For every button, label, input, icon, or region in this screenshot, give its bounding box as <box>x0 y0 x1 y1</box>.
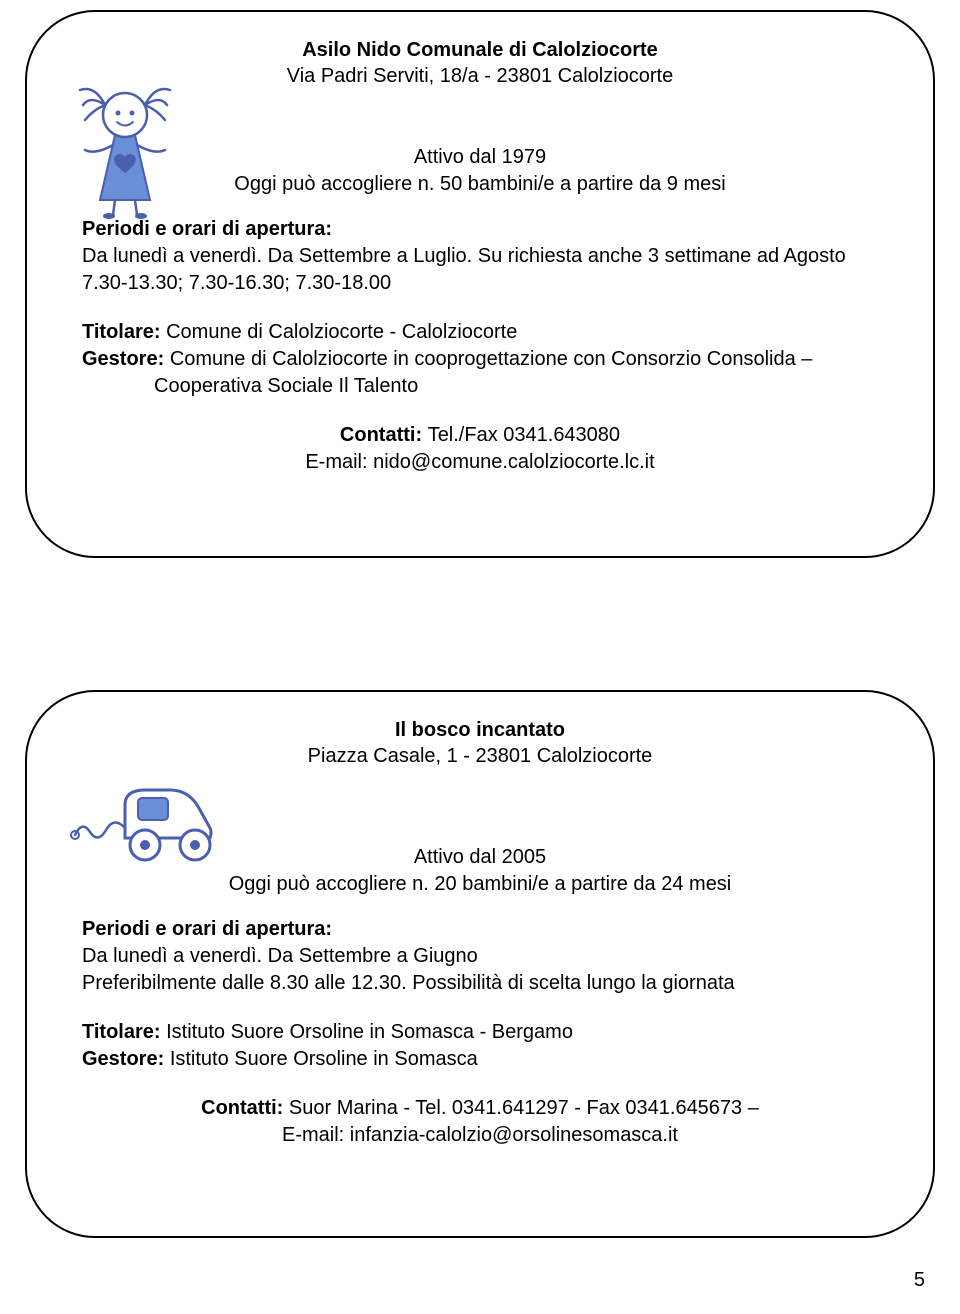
card2-periods-line2: Preferibilmente dalle 8.30 alle 12.30. P… <box>82 970 878 997</box>
card2-periods-line1: Da lunedì a venerdì. Da Settembre a Giug… <box>82 943 878 970</box>
card1-title: Asilo Nido Comunale di Calolziocorte <box>82 37 878 63</box>
card1-email: E-mail: nido@comune.calolziocorte.lc.it <box>82 449 878 476</box>
card1-address: Via Padri Serviti, 18/a - 23801 Calolzio… <box>82 63 878 89</box>
titolare-value-2: Istituto Suore Orsoline in Somasca - Ber… <box>166 1021 573 1043</box>
card2-title: Il bosco incantato <box>82 717 878 743</box>
girl-drawing-icon <box>55 65 195 220</box>
card1-periods: Periodi e orari di apertura: Da lunedì a… <box>82 216 878 297</box>
page-number: 5 <box>914 1269 925 1292</box>
card2-titolare-gestore: Titolare: Istituto Suore Orsoline in Som… <box>82 1019 878 1073</box>
card1-capacity-line: Oggi può accogliere n. 50 bambini/e a pa… <box>82 171 878 198</box>
card2-capacity-line: Oggi può accogliere n. 20 bambini/e a pa… <box>82 871 878 898</box>
titolare-value: Comune di Calolziocorte - Calolziocorte <box>166 321 517 343</box>
gestore-label-2: Gestore: <box>82 1048 170 1070</box>
titolare-label-2: Titolare: <box>82 1021 166 1043</box>
gestore-label: Gestore: <box>82 348 170 370</box>
periods-label-2: Periodi e orari di apertura: <box>82 918 332 940</box>
card1-active-line: Attivo dal 1979 <box>82 144 878 171</box>
card1-periods-line2: 7.30-13.30; 7.30-16.30; 7.30-18.00 <box>82 270 878 297</box>
card2-email: E-mail: infanzia-calolzio@orsolinesomasc… <box>82 1122 878 1149</box>
gestore-value-2: Istituto Suore Orsoline in Somasca <box>170 1048 478 1070</box>
contatti-value-2: Suor Marina - Tel. 0341.641297 - Fax 034… <box>289 1097 759 1119</box>
titolare-label: Titolare: <box>82 321 166 343</box>
contatti-value: Tel./Fax 0341.643080 <box>428 424 620 446</box>
card1-periods-line1: Da lunedì a venerdì. Da Settembre a Lugl… <box>82 243 878 270</box>
card1-title-block: Asilo Nido Comunale di Calolziocorte Via… <box>82 37 878 89</box>
card1-contact: Contatti: Tel./Fax 0341.643080 E-mail: n… <box>82 422 878 476</box>
card1-active-block: Attivo dal 1979 Oggi può accogliere n. 5… <box>82 144 878 198</box>
toy-car-icon <box>70 760 225 870</box>
contatti-label-2: Contatti: <box>201 1097 289 1119</box>
gestore-line2: Cooperativa Sociale Il Talento <box>82 373 878 400</box>
contatti-label: Contatti: <box>340 424 428 446</box>
card1-titolare-gestore: Titolare: Comune di Calolziocorte - Calo… <box>82 319 878 400</box>
card2-contact: Contatti: Suor Marina - Tel. 0341.641297… <box>82 1095 878 1149</box>
card2-periods: Periodi e orari di apertura: Da lunedì a… <box>82 916 878 997</box>
gestore-line1: Comune di Calolziocorte in cooprogettazi… <box>170 348 813 370</box>
periods-label: Periodi e orari di apertura: <box>82 218 332 240</box>
